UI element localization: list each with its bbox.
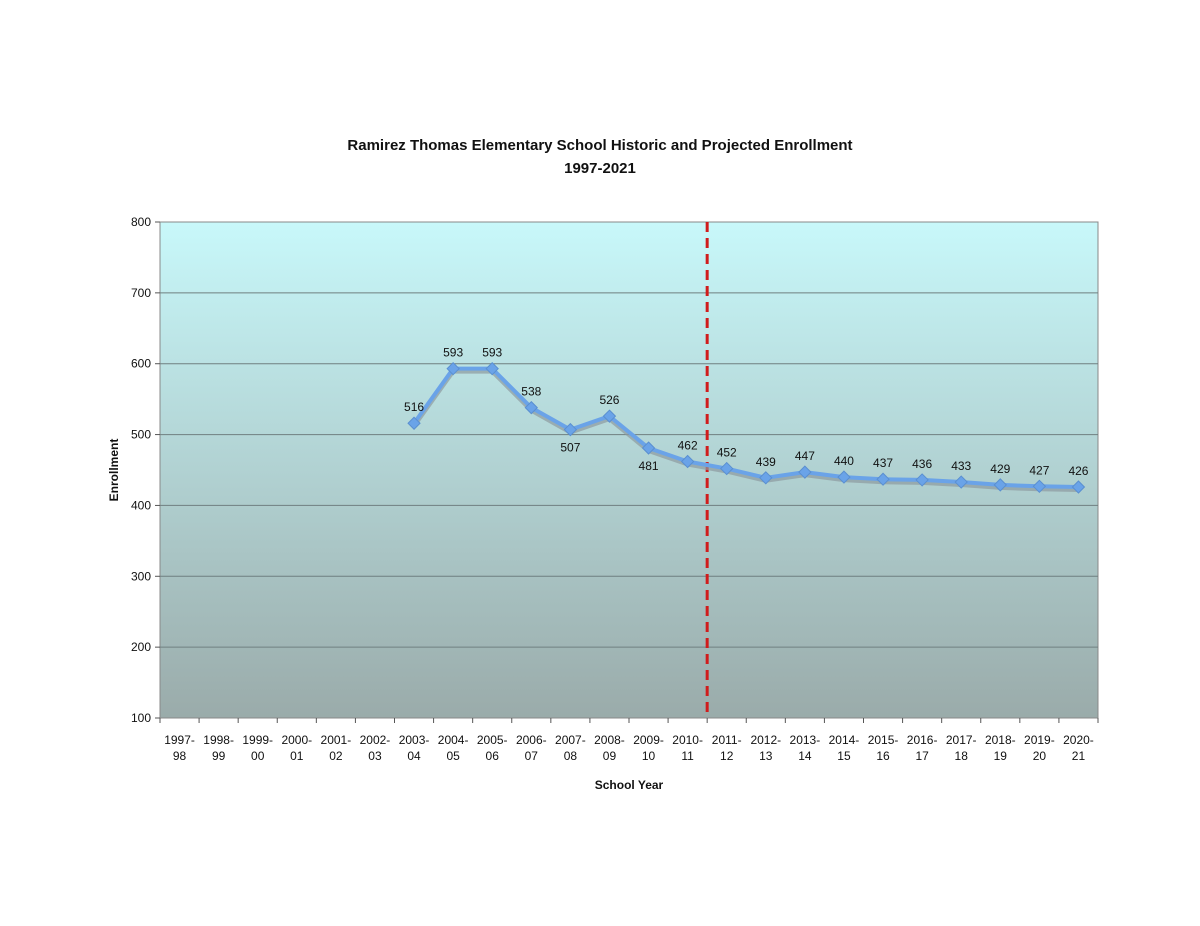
chart-title: Ramirez Thomas Elementary School Histori… (347, 137, 853, 154)
x-tick-label: 2006-07 (516, 733, 547, 763)
data-point-marker (798, 465, 812, 479)
x-tick-label: 2020-21 (1063, 733, 1094, 763)
data-point-marker (446, 361, 460, 376)
data-label: 481 (639, 459, 659, 473)
x-tick-label: 2018-19 (985, 733, 1016, 763)
data-label: 538 (521, 385, 541, 399)
x-tick-label: 2008-09 (594, 733, 625, 763)
data-point-marker (641, 441, 656, 455)
y-tick-label: 300 (131, 569, 151, 583)
x-tick-label: 2019-20 (1024, 733, 1055, 763)
x-tick-label: 1998-99 (203, 733, 234, 763)
data-point-marker (915, 473, 929, 487)
data-label: 447 (795, 449, 815, 463)
data-label: 462 (678, 438, 698, 452)
plot-area (159, 221, 1099, 719)
x-tick-label: 2000-01 (281, 733, 312, 763)
data-point-marker (563, 422, 578, 437)
y-tick-label: 700 (131, 286, 151, 300)
data-label: 433 (951, 459, 971, 473)
data-label: 452 (717, 446, 737, 460)
y-axis-title: Enrollment (107, 439, 121, 502)
x-tick-label: 2009-10 (633, 733, 664, 763)
y-tick-label: 600 (131, 357, 151, 371)
data-label: 436 (912, 457, 932, 471)
x-tick-label: 2016-17 (907, 733, 938, 763)
x-tick-label: 2005-06 (477, 733, 508, 763)
data-point-marker (407, 416, 421, 430)
data-point-marker (1032, 479, 1047, 494)
data-point-marker (759, 471, 773, 485)
data-label: 593 (482, 346, 502, 360)
x-tick-label: 1999-00 (242, 733, 273, 763)
data-label: 429 (990, 462, 1010, 476)
x-tick-label: 1997-98 (164, 733, 195, 763)
data-point-marker (602, 409, 617, 423)
data-label: 439 (756, 455, 776, 469)
x-tick-label: 2014-15 (829, 733, 860, 763)
data-point-marker (680, 454, 695, 469)
x-tick-label: 2012-13 (750, 733, 781, 763)
series-line-shadow (412, 369, 1079, 493)
y-tick-label: 200 (131, 640, 151, 654)
data-label: 427 (1029, 463, 1049, 477)
data-point-marker (485, 361, 499, 376)
data-point-marker (876, 472, 890, 486)
x-tick-label: 2011-12 (712, 733, 742, 763)
y-tick-label: 500 (131, 428, 151, 442)
x-axis-title: School Year (595, 778, 664, 792)
chart-subtitle: 1997-2021 (564, 160, 636, 177)
y-tick-label: 800 (131, 215, 151, 229)
data-point-marker (954, 475, 968, 489)
data-label: 437 (873, 456, 893, 470)
data-label: 507 (560, 441, 580, 455)
data-label: 593 (443, 346, 463, 360)
data-point-marker (993, 478, 1007, 492)
data-point-marker (720, 461, 734, 476)
data-point-marker (524, 400, 538, 415)
data-label: 516 (404, 400, 424, 414)
x-tick-label: 2002-03 (360, 733, 391, 763)
x-tick-label: 2013-14 (790, 733, 821, 763)
x-tick-label: 2007-08 (555, 733, 586, 763)
series-line (412, 366, 1079, 490)
x-tick-label: 2015-16 (868, 733, 899, 763)
x-tick-label: 2010-11 (672, 733, 703, 763)
y-tick-label: 400 (131, 498, 151, 512)
data-label: 526 (599, 393, 619, 407)
x-tick-label: 2001-02 (321, 733, 352, 763)
y-tick-label: 100 (131, 711, 151, 725)
data-label: 440 (834, 454, 854, 468)
data-point-marker (837, 470, 851, 484)
x-tick-label: 2003-04 (399, 733, 430, 763)
data-point-marker (1071, 480, 1086, 494)
x-tick-label: 2017-18 (946, 733, 977, 763)
x-tick-label: 2004-05 (438, 733, 469, 763)
data-label: 426 (1068, 464, 1088, 478)
